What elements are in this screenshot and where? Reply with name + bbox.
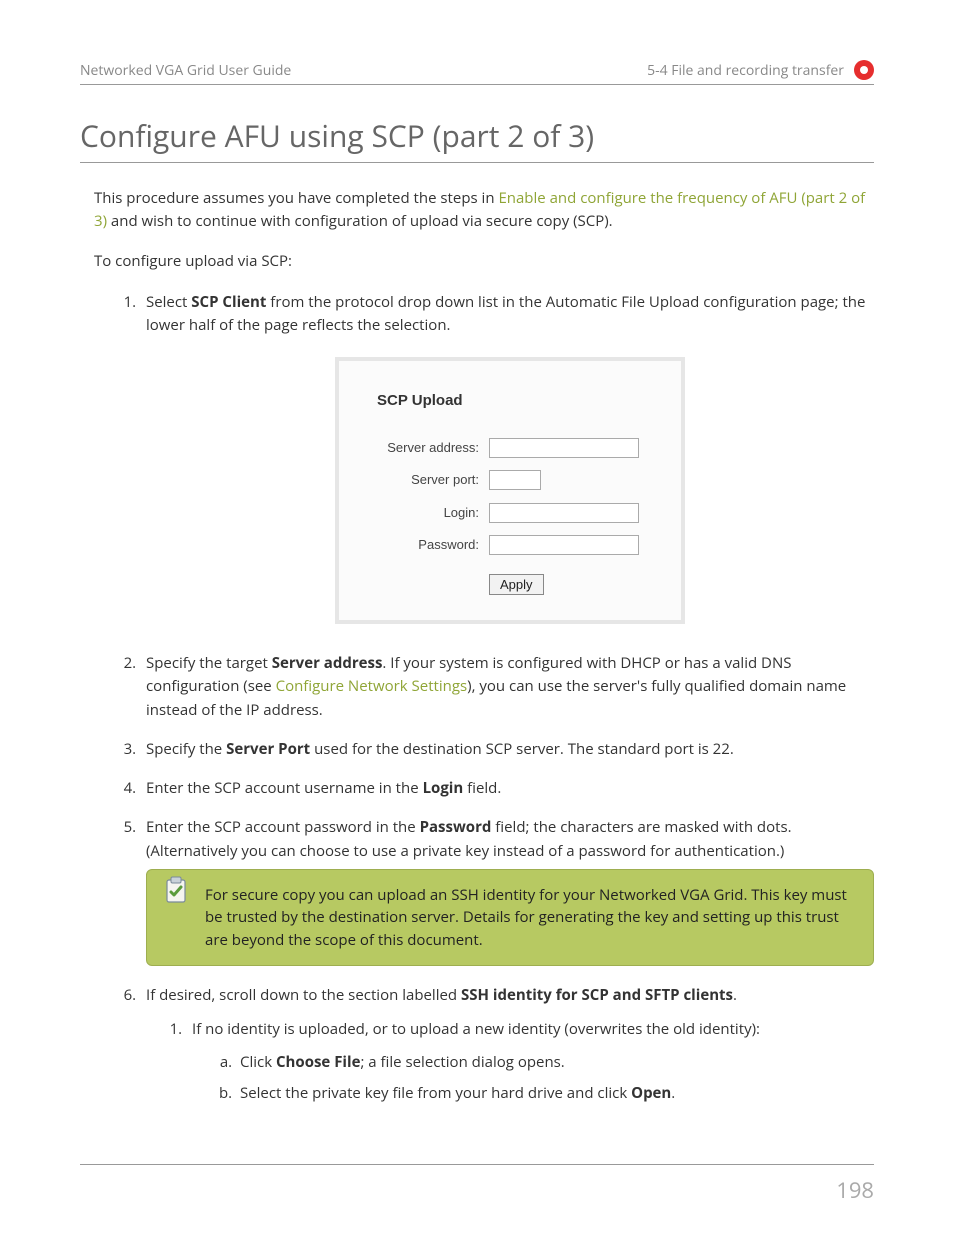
form-title: SCP Upload — [377, 389, 661, 412]
password-input[interactable] — [489, 535, 639, 555]
step-6-1b: Select the private key file from your ha… — [236, 1082, 874, 1105]
step-6: If desired, scroll down to the section l… — [140, 984, 874, 1105]
server-port-input[interactable] — [489, 470, 541, 490]
step-2: Specify the target Server address. If yo… — [140, 652, 874, 722]
server-address-input[interactable] — [489, 438, 639, 458]
scp-upload-form: SCP Upload Server address: Server port: … — [335, 357, 685, 624]
note-callout: For secure copy you can upload an SSH id… — [146, 869, 874, 967]
step-1: Select SCP Client from the protocol drop… — [140, 291, 874, 625]
steps-list: Select SCP Client from the protocol drop… — [80, 291, 874, 1106]
intro-pre: This procedure assumes you have complete… — [94, 188, 498, 208]
note-text: For secure copy you can upload an SSH id… — [205, 884, 857, 952]
server-address-label: Server address: — [359, 438, 489, 458]
intro-post: and wish to continue with configuration … — [107, 211, 613, 231]
page-number: 198 — [836, 1175, 874, 1205]
header-right: 5-4 File and recording transfer — [647, 61, 844, 80]
clipboard-check-icon — [163, 876, 189, 902]
login-input[interactable] — [489, 503, 639, 523]
intro-line2: To configure upload via SCP: — [94, 250, 874, 273]
step-6-1: If no identity is uploaded, or to upload… — [186, 1018, 874, 1106]
page-footer: 198 — [80, 1164, 874, 1205]
step-3: Specify the Server Port used for the des… — [140, 738, 874, 761]
logo-icon — [854, 60, 874, 80]
server-port-label: Server port: — [359, 470, 489, 490]
password-label: Password: — [359, 535, 489, 555]
step-5: Enter the SCP account password in the Pa… — [140, 816, 874, 966]
step-4: Enter the SCP account username in the Lo… — [140, 777, 874, 800]
step-6-sublist: If no identity is uploaded, or to upload… — [146, 1018, 874, 1106]
login-label: Login: — [359, 503, 489, 523]
link-network-settings[interactable]: Configure Network Settings — [276, 676, 468, 696]
header-left: Networked VGA Grid User Guide — [80, 61, 291, 80]
step-6-1a: Click Choose File; a file selection dial… — [236, 1051, 874, 1074]
intro-paragraph: This procedure assumes you have complete… — [94, 187, 874, 232]
page-header: Networked VGA Grid User Guide 5-4 File a… — [80, 60, 874, 85]
apply-button[interactable]: Apply — [489, 574, 544, 595]
step-6-1-sublist: Click Choose File; a file selection dial… — [192, 1051, 874, 1106]
page-title: Configure AFU using SCP (part 2 of 3) — [80, 115, 874, 163]
